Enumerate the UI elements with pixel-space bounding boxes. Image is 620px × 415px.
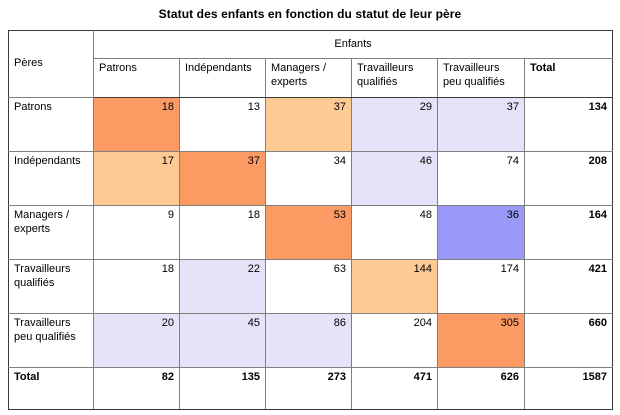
table-row-total: Total 82 135 273 471 626 1587 (8, 367, 614, 410)
row-total-cell: 164 (523, 205, 614, 260)
column-total-cell: 273 (265, 367, 352, 410)
column-header-travailleurs-qualifies: Travailleurs qualifiés (351, 58, 438, 98)
row-label: Travailleurs peu qualifiés (8, 313, 94, 368)
cell: 37 (437, 97, 525, 152)
column-group-header: Enfants (92, 30, 614, 59)
row-total-cell: 660 (523, 313, 614, 368)
cell: 22 (179, 259, 266, 314)
grand-total-cell: 1587 (523, 367, 614, 410)
table-row-travailleurs-qualifies: Travailleurs qualifiés 18 22 63 144 174 … (8, 259, 614, 314)
column-total-cell: 135 (179, 367, 266, 410)
cell: 305 (437, 313, 525, 368)
column-header-managers-experts: Managers / experts (265, 58, 352, 98)
table-row-travailleurs-peu-qualifies: Travailleurs peu qualifiés 20 45 86 204 … (8, 313, 614, 368)
cell: 204 (351, 313, 438, 368)
row-dimension-label: Pères (8, 30, 94, 98)
cell: 18 (93, 259, 180, 314)
row-label: Patrons (8, 97, 94, 152)
cell: 17 (93, 151, 180, 206)
contingency-table: Pères Enfants Patrons Indépendants Manag… (8, 30, 614, 410)
row-label-total: Total (8, 367, 94, 410)
cell: 53 (265, 205, 352, 260)
row-label: Indépendants (8, 151, 94, 206)
cell: 29 (351, 97, 438, 152)
cell: 9 (93, 205, 180, 260)
cell: 45 (179, 313, 266, 368)
column-header-independants: Indépendants (179, 58, 266, 98)
cell: 18 (93, 97, 180, 152)
column-header-row: Patrons Indépendants Managers / experts … (9, 58, 614, 98)
column-total-cell: 471 (351, 367, 438, 410)
cell: 46 (351, 151, 438, 206)
row-total-cell: 134 (523, 97, 614, 152)
cell: 74 (437, 151, 525, 206)
cell: 37 (265, 97, 352, 152)
column-header-travailleurs-peu-qualifies: Travailleurs peu qualifiés (437, 58, 525, 98)
cell: 20 (93, 313, 180, 368)
cell: 63 (265, 259, 352, 314)
cell: 48 (351, 205, 438, 260)
row-label: Travailleurs qualifiés (8, 259, 94, 314)
cell: 174 (437, 259, 525, 314)
row-label: Managers / experts (8, 205, 94, 260)
table-row-patrons: Patrons 18 13 37 29 37 134 (8, 97, 614, 152)
column-total-cell: 82 (93, 367, 180, 410)
table-row-managers-experts: Managers / experts 9 18 53 48 36 164 (8, 205, 614, 260)
cell: 144 (351, 259, 438, 314)
table-row-independants: Indépendants 17 37 34 46 74 208 (8, 151, 614, 206)
row-total-cell: 208 (523, 151, 614, 206)
column-header-patrons: Patrons (93, 58, 180, 98)
cell: 34 (265, 151, 352, 206)
chart-title: Statut des enfants en fonction du statut… (158, 7, 462, 21)
column-total-cell: 626 (437, 367, 525, 410)
cell: 37 (179, 151, 266, 206)
column-header-total: Total (523, 58, 614, 98)
cell: 86 (265, 313, 352, 368)
row-total-cell: 421 (523, 259, 614, 314)
cell: 18 (179, 205, 266, 260)
cell: 36 (437, 205, 525, 260)
cell: 13 (179, 97, 266, 152)
